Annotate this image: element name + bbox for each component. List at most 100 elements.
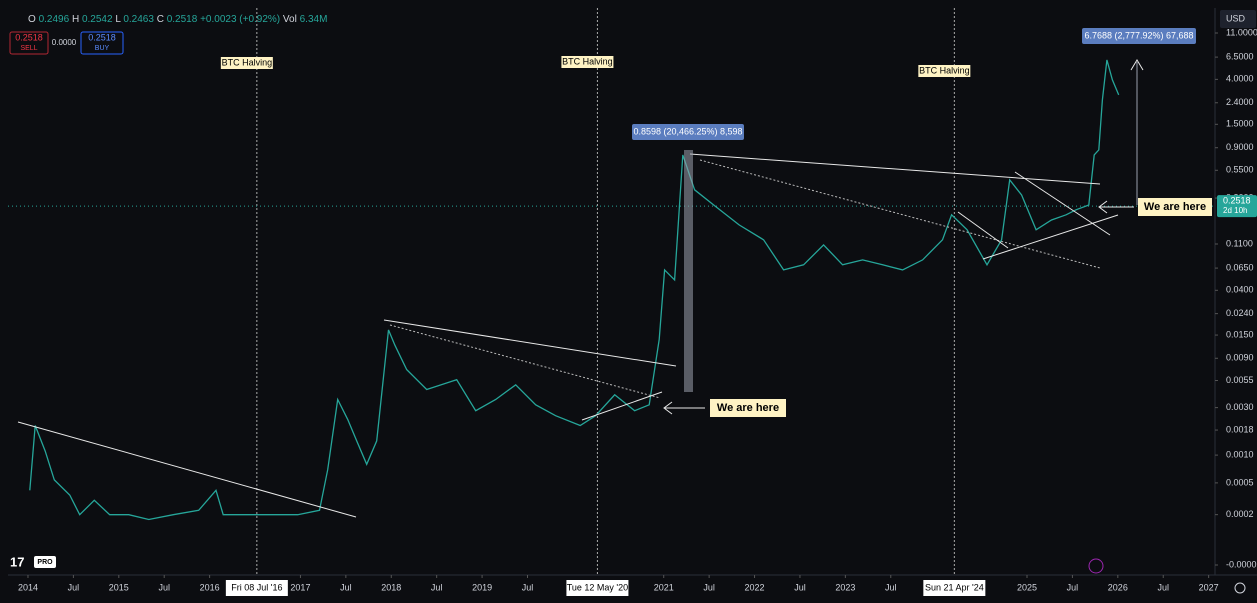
change: +0.0023 (+0.92%)	[200, 14, 280, 25]
x-tick-label: Jul	[68, 582, 80, 592]
x-tick-label: 2027	[1199, 582, 1219, 592]
y-tick-label: 2.4000	[1226, 97, 1254, 107]
date-label-bg	[225, 580, 288, 596]
measure-label: 0.8598 (20,466.25%) 8,598	[633, 126, 742, 136]
y-tick-label: 0.9000	[1226, 142, 1254, 152]
y-tick-label: 0.0090	[1226, 353, 1254, 363]
logo-badge: PRO	[37, 559, 53, 566]
sell-button[interactable]	[9, 31, 49, 55]
trend-line	[689, 153, 1101, 185]
x-tick-label: 2016	[200, 582, 220, 592]
y-tick-label: 11.0000	[1226, 27, 1257, 37]
callout	[710, 399, 786, 417]
x-tick-label: 2023	[835, 582, 855, 592]
x-tick-label: Jul	[794, 582, 806, 592]
x-tick-label: 2015	[109, 582, 129, 592]
measure-box	[632, 124, 744, 140]
x-tick-label: Jul	[703, 582, 715, 592]
sell-price: 0.2518	[15, 32, 43, 42]
halving-note: BTC Halving	[562, 56, 613, 66]
x-tick-label: Jul	[885, 582, 897, 592]
trend-line	[957, 211, 1009, 249]
ohlc-value: 0.2496	[39, 14, 70, 25]
date-label-bg	[566, 580, 629, 596]
y-tick-label: 0.5500	[1226, 165, 1254, 175]
date-label: Fri 08 Jul '16	[231, 582, 282, 592]
buy-button[interactable]	[80, 31, 124, 55]
measure-bar	[684, 150, 693, 392]
halving-note: BTC Halving	[222, 57, 273, 67]
y-tick-label: 0.1100	[1226, 238, 1253, 248]
y-tick-label: 0.0018	[1226, 424, 1254, 434]
trend-line	[699, 159, 1101, 269]
current-price-countdown: 2d 10h	[1223, 206, 1247, 215]
callout-text: We are here	[1144, 201, 1206, 213]
buy-price: 0.2518	[88, 32, 116, 42]
x-tick-label: Jul	[1157, 582, 1169, 592]
x-tick-label: 2017	[290, 582, 310, 592]
trend-line	[389, 324, 661, 399]
settings-icon[interactable]	[1234, 582, 1246, 594]
y-tick-label: 0.0150	[1226, 329, 1254, 339]
date-label: Tue 12 May '20	[567, 582, 628, 592]
measure-box	[1082, 28, 1196, 44]
logo-badge-bg	[34, 556, 56, 568]
x-tick-label: 2014	[18, 582, 38, 592]
halving-note: BTC Halving	[919, 65, 970, 75]
x-tick-label: Jul	[340, 582, 352, 592]
ohlc-legend: O 0.2496 H 0.2542 L 0.2463 C 0.2518 +0.0…	[28, 14, 327, 25]
x-tick-label: 2022	[745, 582, 765, 592]
x-tick-label: 2019	[472, 582, 492, 592]
trend-lines	[17, 59, 1144, 518]
trend-line	[17, 421, 357, 518]
arrow-head	[1130, 59, 1144, 71]
y-tick-label: 0.0400	[1226, 285, 1254, 295]
trend-line	[1014, 171, 1111, 236]
current-price-box	[1217, 195, 1257, 218]
y-tick-label: 6.5000	[1226, 51, 1254, 61]
y-tick-label: 0.0650	[1226, 262, 1254, 272]
measure-label: 6.7688 (2,777.92%) 67,688	[1084, 30, 1193, 40]
ohlc-key: O	[28, 14, 36, 25]
ohlc-value: 0.2518	[167, 14, 198, 25]
y-tick-label: 0.0010	[1226, 449, 1254, 459]
arrow	[1098, 200, 1134, 214]
trend-line	[581, 391, 663, 421]
date-label: Sun 21 Apr '24	[925, 582, 984, 592]
y-tick-label: 0.0240	[1226, 308, 1254, 318]
y-tick-label: 0.0005	[1226, 477, 1254, 487]
trend-line	[982, 214, 1119, 260]
currency: USD	[1226, 13, 1246, 23]
trend-line	[383, 319, 677, 367]
ohlc-key: L	[115, 14, 121, 25]
x-tick-label: Jul	[522, 582, 534, 592]
ohlc-key: H	[72, 14, 79, 25]
spread: 0.0000	[52, 38, 77, 47]
plot-area	[8, 8, 1215, 575]
ohlc-value: 0.2463	[123, 14, 154, 25]
volume-key: Vol	[283, 14, 297, 25]
x-tick-label: 2018	[381, 582, 401, 592]
x-tick-label: 2026	[1108, 582, 1128, 592]
replay-icon[interactable]	[1088, 558, 1104, 574]
halving-note-bg	[918, 65, 971, 77]
x-tick-label: Jul	[1067, 582, 1079, 592]
sell-label: SELL	[20, 45, 37, 52]
y-tick-label: -0.0000	[1226, 559, 1257, 569]
arrow	[663, 401, 705, 415]
buy-label: BUY	[95, 45, 110, 52]
volume-value: 6.34M	[300, 14, 328, 25]
y-tick-label: 4.0000	[1226, 74, 1254, 84]
date-label-bg	[923, 580, 986, 596]
callout-text: We are here	[717, 402, 779, 414]
x-tick-label: 2021	[654, 582, 674, 592]
callout	[1138, 198, 1212, 216]
logo: 17	[10, 554, 24, 569]
x-tick-label: 2025	[1017, 582, 1037, 592]
currency-button[interactable]	[1220, 10, 1256, 28]
ohlc-value: 0.2542	[82, 14, 113, 25]
x-tick-label: Jul	[431, 582, 443, 592]
halving-note-bg	[561, 56, 614, 68]
